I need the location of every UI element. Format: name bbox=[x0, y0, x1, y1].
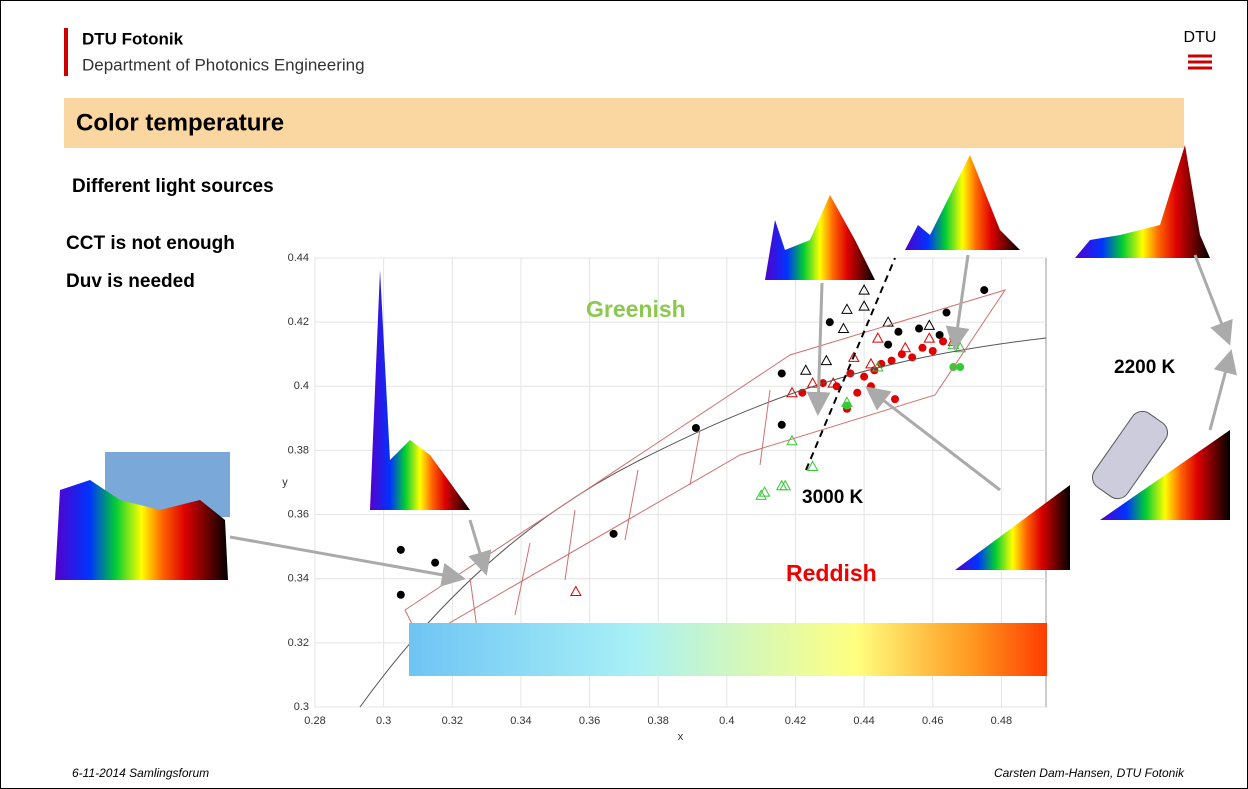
point bbox=[853, 389, 861, 397]
point bbox=[843, 402, 851, 410]
point bbox=[860, 373, 868, 381]
annotation: Reddish bbox=[786, 560, 877, 586]
point bbox=[894, 328, 902, 336]
footer-right: Carsten Dam-Hansen, DTU Fotonik bbox=[994, 766, 1185, 780]
point bbox=[610, 530, 618, 538]
slide: DTU Fotonik Department of Photonics Engi… bbox=[0, 0, 1248, 789]
point bbox=[980, 286, 988, 294]
point bbox=[692, 424, 700, 432]
y-tick-label: 0.4 bbox=[294, 380, 309, 392]
y-axis-label: y bbox=[282, 476, 288, 488]
x-tick-label: 0.38 bbox=[647, 715, 668, 727]
note: CCT is not enough bbox=[66, 233, 235, 254]
point bbox=[918, 344, 926, 352]
note: Duv is needed bbox=[66, 271, 195, 292]
logo: DTU bbox=[1184, 29, 1217, 46]
y-tick-label: 0.32 bbox=[288, 637, 309, 649]
color-bar bbox=[409, 623, 1047, 676]
x-tick-label: 0.4 bbox=[719, 715, 734, 727]
point bbox=[778, 421, 786, 429]
department: Department of Photonics Engineering bbox=[82, 55, 365, 74]
x-tick-label: 0.46 bbox=[922, 715, 943, 727]
y-tick-label: 0.42 bbox=[288, 316, 309, 328]
point bbox=[397, 546, 405, 554]
point bbox=[891, 395, 899, 403]
y-tick-label: 0.38 bbox=[288, 444, 309, 456]
point bbox=[826, 318, 834, 326]
footer-left: 6-11-2014 Samlingsforum bbox=[72, 766, 209, 780]
point bbox=[884, 341, 892, 349]
point bbox=[397, 591, 405, 599]
x-tick-label: 0.3 bbox=[376, 715, 391, 727]
point bbox=[431, 559, 439, 567]
annotation: 3000 K bbox=[802, 487, 864, 508]
title: Color temperature bbox=[76, 109, 284, 136]
brand: DTU Fotonik bbox=[82, 29, 184, 48]
point bbox=[915, 325, 923, 333]
x-tick-label: 0.32 bbox=[442, 715, 463, 727]
x-tick-label: 0.36 bbox=[579, 715, 600, 727]
point bbox=[956, 363, 964, 371]
x-tick-label: 0.44 bbox=[853, 715, 874, 727]
x-tick-label: 0.28 bbox=[304, 715, 325, 727]
point bbox=[942, 309, 950, 317]
y-tick-label: 0.34 bbox=[288, 573, 309, 585]
point bbox=[929, 347, 937, 355]
point bbox=[778, 369, 786, 377]
x-axis-label: x bbox=[678, 731, 684, 743]
x-tick-label: 0.48 bbox=[991, 715, 1012, 727]
x-tick-label: 0.42 bbox=[785, 715, 806, 727]
annotation: Greenish bbox=[586, 296, 686, 322]
y-tick-label: 0.44 bbox=[288, 252, 309, 264]
point bbox=[939, 337, 947, 345]
annotation: 2200 K bbox=[1114, 357, 1176, 378]
note: Different light sources bbox=[72, 176, 274, 197]
y-tick-label: 0.3 bbox=[294, 701, 309, 713]
accent bbox=[64, 28, 68, 76]
x-tick-label: 0.34 bbox=[510, 715, 531, 727]
y-tick-label: 0.36 bbox=[288, 508, 309, 520]
